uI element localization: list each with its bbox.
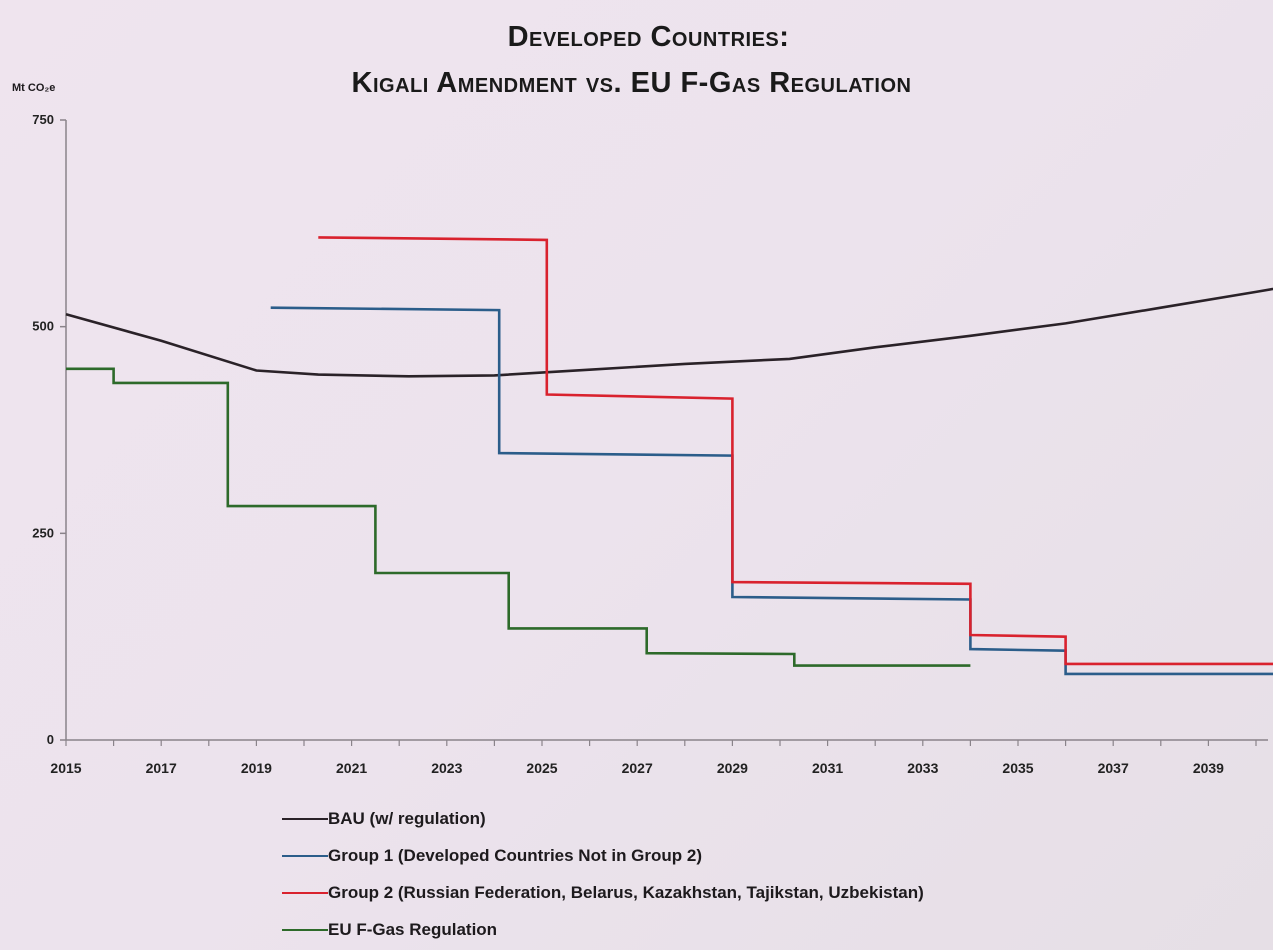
x-tick-label: 2037 [1098, 760, 1129, 776]
x-tick-label: 2017 [146, 760, 177, 776]
y-tick-label: 500 [32, 319, 54, 334]
legend-swatch [282, 854, 328, 857]
chart-legend: BAU (w/ regulation) Group 1 (Developed Co… [282, 800, 924, 948]
chart-title-line-1: Developed Countries: [507, 21, 790, 53]
legend-item-4: EU F-Gas Regulation [282, 911, 924, 948]
legend-swatch [282, 817, 328, 820]
x-tick-label: 2039 [1193, 760, 1224, 776]
x-tick-label: 2019 [241, 760, 272, 776]
series-line-1 [65, 287, 1273, 378]
x-tick-label: 2015 [50, 760, 81, 776]
x-tick-label: 2021 [336, 760, 367, 776]
y-tick-label: 750 [32, 112, 54, 127]
x-tick-label: 2027 [622, 760, 653, 776]
x-tick-label: 2025 [526, 760, 557, 776]
series-line-3 [318, 236, 1273, 666]
chart-title-line-2: Kigali Amendment vs. EU F-Gas Regulation [351, 67, 912, 99]
chart-title: Developed Countries: Kigali Amendment vs… [0, 14, 1273, 106]
legend-swatch [282, 928, 328, 931]
y-axis-unit-label: Mt CO₂e [12, 82, 56, 94]
y-tick-label: 0 [47, 732, 54, 747]
legend-label: Group 1 (Developed Countries Not in Grou… [328, 845, 703, 865]
x-tick-label: 2023 [431, 760, 462, 776]
legend-swatch [282, 891, 328, 894]
legend-item-1: BAU (w/ regulation) [282, 800, 924, 837]
y-tick-label: 250 [32, 525, 54, 540]
legend-item-2: Group 1 (Developed Countries Not in Grou… [282, 837, 924, 874]
series-line-4 [66, 367, 971, 667]
x-tick-label: 2033 [907, 760, 938, 776]
x-tick-label: 2029 [717, 760, 748, 776]
legend-item-3: Group 2 (Russian Federation, Belarus, Ka… [282, 874, 924, 911]
series-line-2 [270, 306, 1273, 676]
x-tick-label: 2035 [1002, 760, 1033, 776]
legend-label: EU F-Gas Regulation [328, 919, 498, 939]
legend-label: Group 2 (Russian Federation, Belarus, Ka… [328, 882, 924, 902]
x-tick-label: 2031 [812, 760, 843, 776]
legend-label: BAU (w/ regulation) [328, 808, 486, 828]
